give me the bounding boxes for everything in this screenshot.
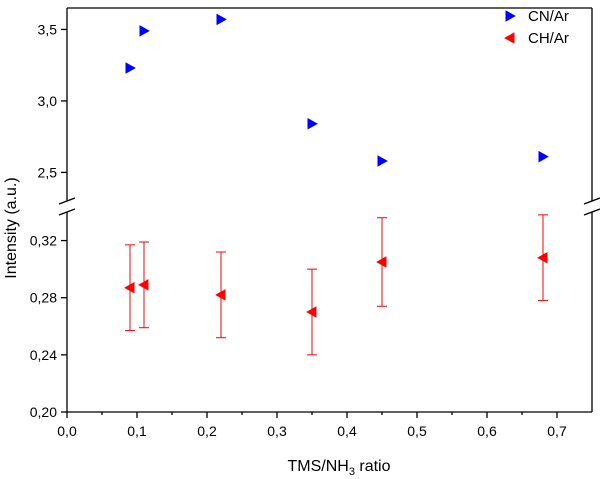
x-tick-label: 0,0	[57, 423, 77, 439]
legend-marker-cn-ar	[505, 10, 516, 22]
upper-panel-marks	[125, 13, 549, 167]
x-tick-label: 0,1	[127, 423, 147, 439]
cn-ar-point	[139, 25, 150, 37]
x-tick-label: 0,4	[337, 423, 357, 439]
x-tick-label: 0,6	[477, 423, 497, 439]
ch-ar-point	[124, 281, 135, 294]
x-tick-label: 0,2	[197, 423, 217, 439]
y-tick-label-upper: 3,0	[38, 93, 58, 109]
x-tick-label: 0,3	[267, 423, 287, 439]
x-axis-label-tail: ratio	[355, 458, 391, 475]
legend: CN/Ar CH/Ar	[504, 8, 569, 47]
y-axis-label: Intensity (a.u.)	[3, 177, 20, 278]
left-break-mark-lower	[58, 208, 76, 216]
right-break-mark-upper	[583, 197, 600, 205]
y-tick-label-lower: 0,24	[30, 347, 57, 363]
ch-ar-point	[537, 251, 548, 264]
cn-ar-point	[125, 62, 136, 74]
y-tick-label-upper: 3,5	[38, 21, 58, 37]
cn-ar-point	[216, 13, 227, 26]
axes: 0,0 0,1 0,2 0,3 0,4 0,5 0,6 0,7 2,5 3,0 3,5 0,20 0,2…	[30, 21, 567, 439]
legend-label: CN/Ar	[528, 8, 569, 25]
left-break-mark-upper	[58, 197, 76, 205]
x-axis-label-main: TMS/NH	[287, 458, 348, 475]
legend-label: CH/Ar	[528, 30, 569, 47]
y-tick-label-lower: 0,28	[30, 290, 57, 306]
plot-frame	[58, 7, 600, 413]
cn-ar-point	[538, 150, 549, 163]
ch-ar-point	[306, 306, 317, 318]
x-tick-label: 0,5	[407, 423, 427, 439]
cn-ar-point	[307, 118, 318, 130]
legend-marker-ch-ar	[504, 32, 515, 44]
cn-ar-point	[377, 155, 388, 167]
ch-ar-point	[138, 279, 149, 291]
x-axis-label: TMS/NH3 ratio	[287, 458, 390, 478]
y-tick-label-lower: 0,20	[30, 404, 57, 420]
x-tick-label: 0,7	[547, 423, 567, 439]
x-axis-label-subscript: 3	[349, 466, 355, 478]
ch-ar-point	[215, 289, 226, 301]
ch-ar-point	[376, 256, 387, 268]
right-break-mark-lower	[583, 208, 600, 216]
lower-panel-marks	[124, 214, 548, 356]
y-tick-label-lower: 0,32	[30, 233, 57, 249]
y-tick-label-upper: 2,5	[38, 164, 58, 180]
